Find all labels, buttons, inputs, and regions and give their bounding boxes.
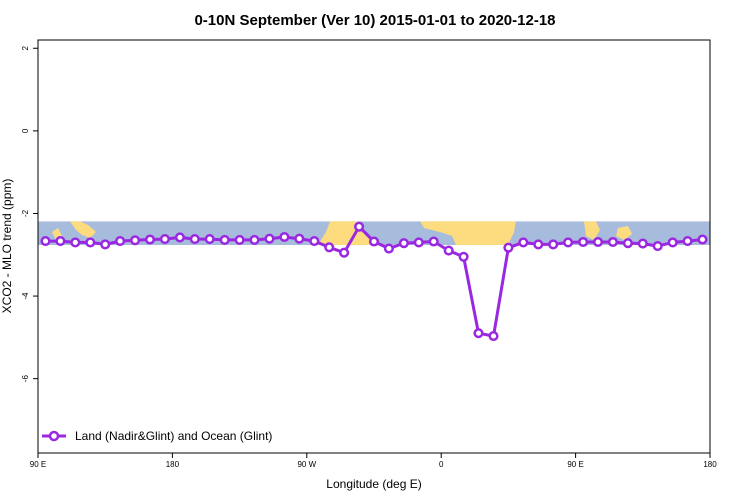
data-point — [354, 221, 365, 232]
data-point — [264, 233, 275, 244]
x-tick-label: 90 W — [297, 460, 316, 469]
data-point — [667, 237, 678, 248]
data-point — [204, 234, 215, 245]
legend-label: Land (Nadir&Glint) and Ocean (Glint) — [75, 429, 272, 443]
data-point — [85, 237, 96, 248]
data-point — [592, 236, 604, 248]
data-point — [294, 233, 305, 244]
data-point — [40, 236, 51, 247]
y-tick-label: -2 — [21, 209, 30, 217]
data-point — [622, 238, 633, 249]
chart-title: 0-10N September (Ver 10) 2015-01-01 to 2… — [194, 12, 555, 29]
legend: Land (Nadir&Glint) and Ocean (Glint) — [42, 429, 272, 443]
data-point — [324, 242, 335, 253]
series-points — [40, 221, 708, 342]
data-point — [368, 236, 380, 247]
data-point — [443, 245, 454, 256]
data-point — [100, 239, 111, 250]
data-point — [189, 234, 200, 245]
data-point — [533, 239, 544, 250]
data-point — [637, 238, 648, 249]
data-point — [249, 234, 260, 245]
land-mass-africa — [420, 221, 516, 245]
data-point — [398, 238, 409, 249]
data-point — [578, 236, 589, 248]
x-axis: 90 E 180 90 W 0 90 E 180 — [30, 453, 717, 469]
data-point — [55, 236, 66, 247]
data-point — [309, 236, 320, 247]
y-axis: 2 0 -2 -4 -6 — [21, 45, 38, 382]
y-axis-label: XCO2 - MLO trend (ppm) — [0, 179, 14, 314]
x-tick-label: 180 — [703, 460, 717, 469]
x-axis-label: Longitude (deg E) — [326, 477, 421, 491]
data-point — [413, 237, 424, 248]
data-point — [563, 237, 574, 248]
y-tick-label: -6 — [21, 375, 30, 383]
data-point — [279, 231, 290, 243]
land-mass-borneo-islands — [616, 226, 632, 240]
x-tick-label: 180 — [166, 460, 180, 469]
data-point — [458, 251, 469, 262]
data-point — [159, 234, 170, 245]
data-point — [130, 235, 141, 246]
x-tick-label: 90 E — [30, 460, 46, 469]
data-point — [488, 331, 499, 342]
data-point — [548, 239, 559, 250]
data-point — [339, 247, 350, 258]
data-point — [473, 328, 484, 339]
data-point — [174, 232, 185, 243]
data-point — [383, 243, 394, 254]
data-point — [219, 234, 230, 245]
x-tick-label: 0 — [439, 460, 444, 469]
land-mass-south-asia-islands — [584, 221, 600, 240]
data-point — [607, 236, 618, 248]
legend-marker-swatch — [48, 430, 60, 442]
land-mass-new-guinea — [70, 221, 96, 238]
x-tick-label: 90 E — [567, 460, 583, 469]
data-point — [682, 236, 693, 247]
y-tick-label: 0 — [21, 128, 30, 133]
data-point — [428, 236, 439, 247]
y-tick-label: -4 — [21, 292, 30, 300]
y-tick-label: 2 — [21, 45, 30, 50]
plot-frame — [37, 39, 711, 454]
data-point — [115, 236, 126, 247]
data-point — [144, 234, 156, 245]
data-point — [518, 237, 529, 248]
data-point — [503, 242, 514, 253]
data-point — [234, 234, 245, 245]
data-point — [697, 234, 708, 245]
data-point — [652, 241, 663, 252]
data-point — [70, 237, 81, 248]
